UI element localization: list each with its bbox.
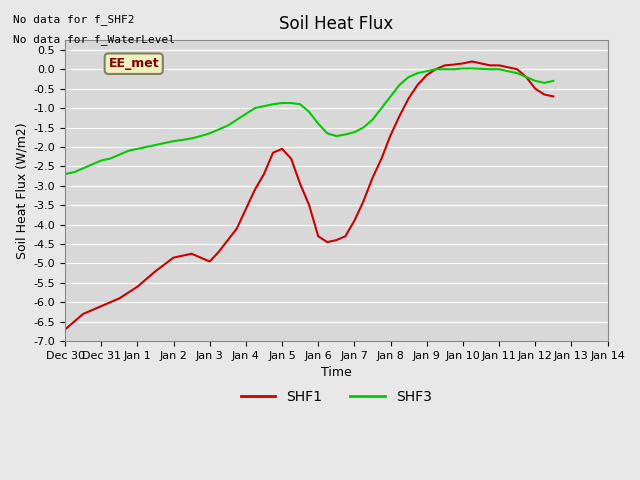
SHF1 (423, 72, 431, 78)
SHF1 (369, 175, 376, 181)
Text: No data for f_SHF2: No data for f_SHF2 (13, 14, 134, 25)
SHF1 (251, 187, 259, 192)
Legend: SHF1, SHF3: SHF1, SHF3 (235, 384, 438, 409)
SHF3 (504, 68, 512, 74)
SHF1 (342, 233, 349, 239)
SHF1 (332, 237, 340, 243)
SHF1 (468, 59, 476, 64)
SHF1 (351, 218, 358, 224)
SHF1 (504, 64, 512, 70)
SHF3 (61, 171, 69, 177)
SHF1 (314, 233, 322, 239)
SHF1 (531, 86, 539, 92)
SHF1 (441, 62, 449, 68)
SHF1 (152, 268, 159, 274)
Title: Soil Heat Flux: Soil Heat Flux (279, 15, 394, 33)
SHF1 (404, 96, 412, 101)
SHF3 (550, 78, 557, 84)
SHF1 (323, 239, 331, 245)
SHF1 (134, 284, 141, 289)
SHF1 (224, 237, 232, 243)
SHF1 (360, 198, 367, 204)
SHF1 (378, 156, 385, 161)
SHF1 (486, 62, 494, 68)
SHF1 (242, 206, 250, 212)
SHF1 (188, 251, 195, 257)
SHF1 (450, 62, 458, 68)
SHF3 (242, 111, 250, 117)
SHF1 (540, 92, 548, 97)
SHF1 (396, 113, 403, 119)
SHF1 (197, 255, 205, 261)
Y-axis label: Soil Heat Flux (W/m2): Soil Heat Flux (W/m2) (15, 122, 28, 259)
SHF1 (269, 150, 277, 156)
SHF1 (233, 226, 241, 231)
Line: SHF1: SHF1 (65, 61, 554, 329)
SHF1 (477, 60, 485, 66)
SHF1 (287, 156, 295, 161)
Text: EE_met: EE_met (108, 57, 159, 70)
SHF1 (432, 66, 440, 72)
SHF1 (550, 94, 557, 99)
SHF1 (414, 82, 422, 88)
Line: SHF3: SHF3 (65, 69, 554, 174)
SHF1 (179, 253, 186, 259)
SHF1 (278, 146, 286, 152)
SHF1 (97, 303, 105, 309)
SHF1 (115, 296, 123, 301)
X-axis label: Time: Time (321, 366, 351, 379)
SHF1 (170, 255, 177, 261)
SHF3 (115, 152, 123, 157)
SHF1 (305, 202, 313, 208)
SHF1 (206, 259, 214, 264)
SHF1 (61, 326, 69, 332)
SHF1 (495, 62, 503, 68)
SHF1 (459, 60, 467, 66)
SHF1 (79, 311, 87, 317)
SHF1 (387, 132, 394, 138)
SHF1 (215, 249, 223, 255)
SHF1 (513, 66, 521, 72)
Text: No data for f_WaterLevel: No data for f_WaterLevel (13, 34, 175, 45)
SHF1 (522, 74, 530, 80)
SHF3 (540, 80, 548, 86)
SHF3 (179, 137, 186, 143)
SHF3 (152, 142, 159, 148)
SHF1 (296, 181, 304, 187)
SHF3 (459, 66, 467, 72)
SHF1 (260, 171, 268, 177)
